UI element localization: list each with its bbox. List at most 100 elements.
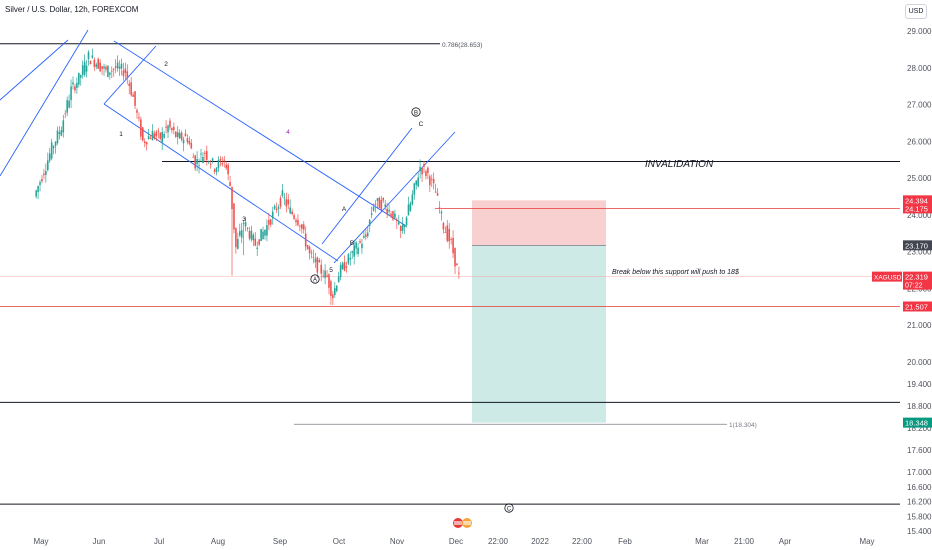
candle[interactable] — [258, 239, 260, 245]
candle[interactable] — [332, 294, 334, 299]
candle[interactable] — [130, 82, 132, 96]
candle[interactable] — [343, 262, 346, 271]
candle[interactable] — [256, 247, 259, 249]
candle[interactable] — [103, 66, 105, 69]
candle[interactable] — [58, 132, 61, 135]
candle[interactable] — [283, 197, 286, 199]
candle[interactable] — [52, 146, 55, 149]
candle[interactable] — [116, 62, 119, 69]
candle[interactable] — [227, 164, 229, 175]
candle[interactable] — [45, 170, 47, 175]
candle[interactable] — [355, 242, 357, 249]
candle[interactable] — [163, 133, 165, 138]
candle[interactable] — [204, 152, 206, 154]
candle[interactable] — [347, 254, 350, 264]
candle[interactable] — [62, 120, 65, 133]
candle[interactable] — [87, 51, 90, 60]
candle[interactable] — [186, 138, 189, 143]
candle[interactable] — [427, 167, 429, 173]
candle[interactable] — [394, 213, 396, 218]
candle[interactable] — [419, 167, 421, 172]
candle[interactable] — [270, 219, 272, 225]
candle[interactable] — [235, 227, 237, 248]
candle[interactable] — [145, 142, 148, 145]
candle[interactable] — [376, 198, 379, 201]
candle[interactable] — [268, 220, 270, 225]
candle[interactable] — [206, 151, 208, 160]
candle[interactable] — [174, 131, 177, 137]
candle[interactable] — [37, 186, 39, 193]
candle[interactable] — [320, 264, 323, 274]
candle[interactable] — [353, 245, 355, 257]
candle[interactable] — [409, 203, 412, 211]
candle[interactable] — [293, 215, 295, 219]
candle[interactable] — [143, 141, 146, 144]
candle[interactable] — [306, 245, 309, 249]
candle[interactable] — [134, 91, 136, 106]
candle[interactable] — [429, 176, 431, 186]
candle[interactable] — [301, 224, 303, 229]
candle[interactable] — [299, 225, 301, 227]
candle[interactable] — [413, 183, 416, 195]
candle[interactable] — [91, 55, 94, 58]
candle[interactable] — [81, 65, 84, 75]
channel-line[interactable] — [103, 103, 339, 262]
candle[interactable] — [260, 228, 262, 241]
candle[interactable] — [370, 213, 373, 215]
candle[interactable] — [221, 163, 224, 165]
candle[interactable] — [225, 164, 227, 169]
candle[interactable] — [244, 222, 247, 227]
candle[interactable] — [341, 263, 344, 269]
candle[interactable] — [248, 231, 251, 239]
candle[interactable] — [407, 204, 410, 216]
candle[interactable] — [308, 246, 311, 254]
candle[interactable] — [83, 61, 86, 75]
candle[interactable] — [132, 94, 134, 97]
candle[interactable] — [423, 164, 425, 167]
candle[interactable] — [361, 243, 363, 249]
candle[interactable] — [213, 169, 216, 172]
candle[interactable] — [105, 66, 107, 70]
candle[interactable] — [411, 194, 414, 205]
candle[interactable] — [231, 186, 233, 210]
candle[interactable] — [238, 231, 241, 236]
candle[interactable] — [438, 207, 441, 209]
candle[interactable] — [39, 182, 41, 185]
candle[interactable] — [167, 125, 169, 133]
candle[interactable] — [287, 199, 290, 205]
candle[interactable] — [196, 158, 198, 165]
candle[interactable] — [97, 58, 100, 69]
candle[interactable] — [310, 252, 313, 254]
candle[interactable] — [281, 190, 284, 196]
candle[interactable] — [450, 239, 452, 240]
candle[interactable] — [46, 160, 49, 171]
candle[interactable] — [372, 206, 375, 211]
candle[interactable] — [384, 204, 387, 207]
candle[interactable] — [405, 217, 408, 226]
candle[interactable] — [335, 285, 338, 292]
candle[interactable] — [399, 225, 402, 231]
candle[interactable] — [324, 270, 326, 278]
candle[interactable] — [297, 219, 299, 226]
candle[interactable] — [436, 193, 439, 196]
candle[interactable] — [99, 62, 101, 72]
candle[interactable] — [157, 130, 160, 132]
candle[interactable] — [41, 178, 43, 182]
candle[interactable] — [275, 208, 278, 211]
candle[interactable] — [182, 139, 185, 144]
candle[interactable] — [388, 209, 390, 212]
candle[interactable] — [70, 86, 72, 101]
candle[interactable] — [295, 220, 297, 223]
channel-line[interactable] — [103, 45, 157, 105]
candle[interactable] — [246, 227, 249, 229]
candle[interactable] — [417, 177, 419, 187]
candle[interactable] — [211, 158, 214, 161]
candle[interactable] — [35, 190, 37, 197]
candle[interactable] — [120, 63, 123, 69]
candle[interactable] — [151, 131, 154, 141]
candle[interactable] — [184, 133, 187, 137]
candle[interactable] — [207, 161, 210, 163]
candle[interactable] — [180, 132, 183, 140]
candle[interactable] — [262, 231, 264, 239]
